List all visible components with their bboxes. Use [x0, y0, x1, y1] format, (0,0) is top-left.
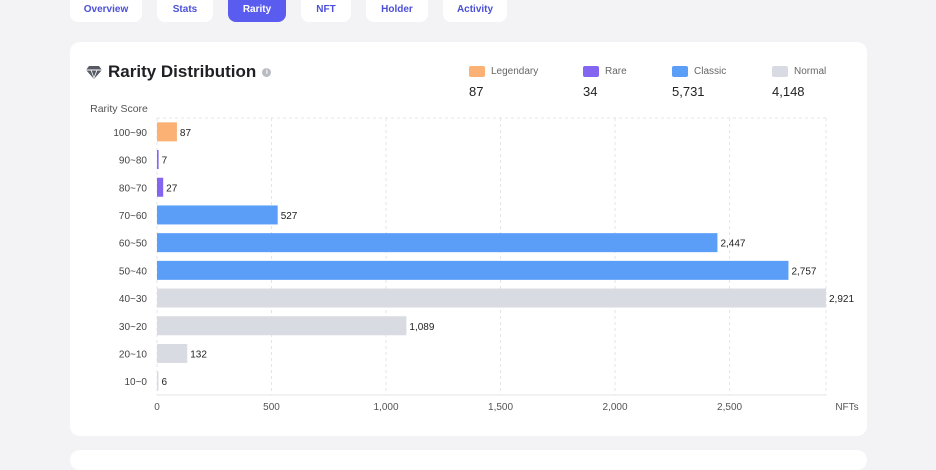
legend-item-classic[interactable]: Classic 5,731 [672, 66, 726, 99]
tab-rarity-label: Rarity [242, 3, 272, 15]
tab-bar: Overview Stats Rarity NFT Holder Activit… [0, 0, 936, 22]
tab-stats[interactable]: Stats [157, 0, 213, 22]
legend-item-legendary[interactable]: Legendary 87 [469, 66, 538, 99]
legend-value: 34 [583, 84, 598, 99]
card-title: Rarity Distribution [108, 62, 257, 81]
legend-value: 87 [469, 84, 484, 99]
diamond-icon [86, 66, 102, 79]
legend-swatch-normal [772, 66, 788, 77]
legend-label: Normal [794, 66, 827, 77]
tab-overview[interactable]: Overview [70, 0, 142, 22]
legend-label: Rare [605, 66, 627, 77]
next-card-edge [70, 450, 867, 470]
legend-label: Classic [694, 66, 727, 77]
legend-value: 4,148 [772, 84, 805, 99]
legend-label: Legendary [491, 66, 539, 77]
tab-activity[interactable]: Activity [443, 0, 507, 22]
card-header: Rarity Distribution i [86, 62, 272, 82]
legend-swatch-legendary [469, 66, 485, 77]
tab-holder[interactable]: Holder [366, 0, 428, 22]
tab-nft[interactable]: NFT [301, 0, 351, 22]
legend-swatch-rare [583, 66, 599, 77]
rarity-distribution-card: Rarity Distribution i Legendary 87 Rare … [70, 42, 867, 436]
legend-item-normal[interactable]: Normal 4,148 [772, 66, 826, 99]
legend-swatch-classic [672, 66, 688, 77]
legend-item-rare[interactable]: Rare 34 [583, 66, 627, 99]
tab-rarity[interactable]: Rarity [228, 0, 286, 22]
legend-value: 5,731 [672, 84, 705, 99]
info-icon[interactable]: i [262, 67, 272, 77]
